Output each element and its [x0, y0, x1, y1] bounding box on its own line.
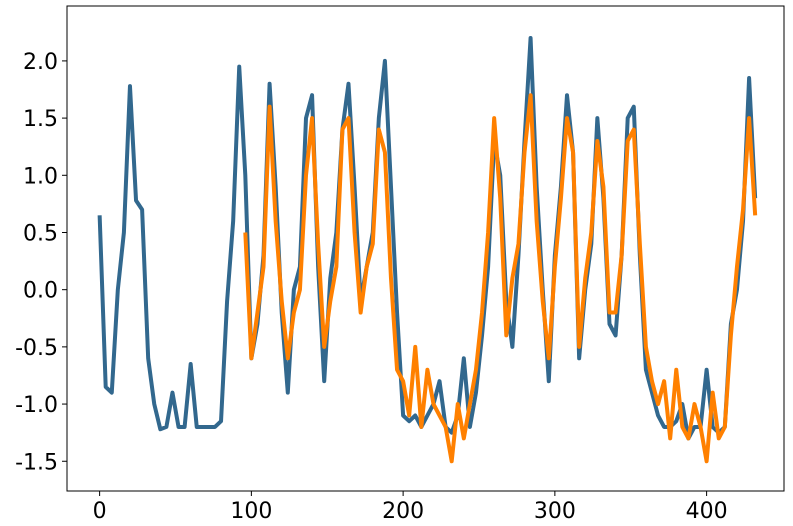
series-line — [97, 36, 758, 441]
x-tick-label: 200 — [382, 499, 424, 524]
y-tick-label: 2.0 — [23, 50, 58, 75]
series-line — [243, 93, 758, 464]
x-tick-label: 0 — [93, 499, 107, 524]
x-tick-label: 300 — [534, 499, 576, 524]
plot-frame — [66, 5, 785, 492]
y-tick-label: -1.0 — [15, 393, 58, 418]
y-tick-label: 1.5 — [23, 107, 58, 132]
x-tick-label: 100 — [230, 499, 272, 524]
y-tick-label: 0.5 — [23, 221, 58, 246]
y-tick-label: 1.0 — [23, 164, 58, 189]
y-tick-label: 0.0 — [23, 279, 58, 304]
y-tick-label: -0.5 — [15, 336, 58, 361]
x-tick-label: 400 — [686, 499, 728, 524]
y-tick-label: -1.5 — [15, 450, 58, 475]
